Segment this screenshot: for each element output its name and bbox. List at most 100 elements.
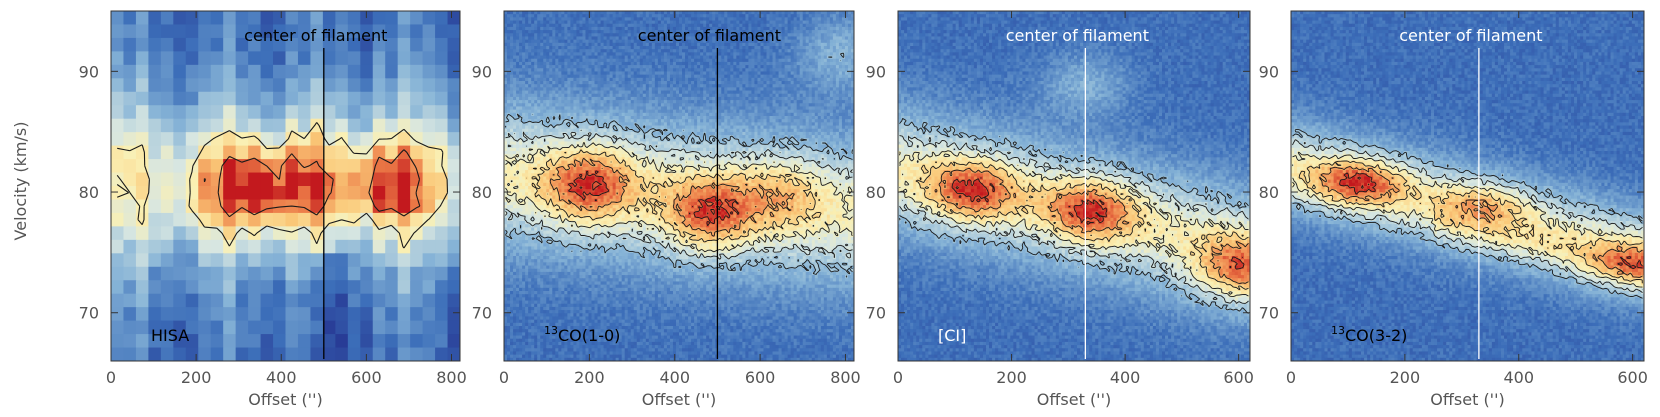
map-cell [528,103,532,108]
map-cell [778,122,783,127]
map-cell [310,186,324,201]
map-cell [606,93,611,98]
map-cell [558,11,562,15]
map-cell [823,20,828,25]
map-cell [663,71,668,76]
map-cell [576,30,581,34]
map-cell [793,93,798,98]
map-cell [817,96,822,101]
map-cell [543,26,547,31]
map-cell [546,71,550,76]
map-cell [669,93,674,98]
map-cell [763,11,768,15]
map-cell [410,226,424,241]
map-cell [721,52,725,57]
map-cell [525,42,529,47]
map-cell [567,39,571,44]
map-cell [799,71,804,76]
map-cell [594,96,599,101]
map-cell [522,112,526,117]
map-cell [733,112,737,117]
map-cell [688,93,692,98]
map-cell [522,39,526,44]
map-cell [736,93,740,98]
map-cell [799,46,804,50]
map-cell [826,84,831,88]
map-cell [335,145,349,160]
map-cell [703,109,707,114]
map-cell [148,105,162,120]
map-cell [297,118,312,133]
map-cell [775,106,780,111]
map-cell [564,68,568,73]
map-cell [766,100,771,104]
map-cell [603,87,608,92]
map-cell [763,77,768,82]
map-cell [736,36,740,41]
map-cell [573,96,578,101]
map-cell [663,119,668,123]
map-cell [757,68,762,73]
map-cell [799,112,804,117]
map-cell [772,122,777,127]
map-cell [567,49,571,53]
map-cell [435,293,449,308]
map-cell [769,20,774,25]
map-cell [769,68,774,73]
map-cell [519,14,523,18]
map-cell [322,266,336,281]
map-cell [712,36,716,41]
map-cell [148,280,162,295]
map-cell [630,96,635,101]
map-cell [679,14,683,18]
map-cell [808,61,813,66]
map-cell [579,20,584,25]
map-cell [534,103,538,108]
map-cell [669,17,674,22]
map-cell [733,39,737,44]
map-cell [347,118,361,133]
map-cell [808,42,813,47]
map-cell [745,17,749,22]
map-cell [754,68,759,73]
map-cell [799,17,804,22]
map-cell [135,37,149,52]
map-cell [576,119,581,123]
map-cell [555,42,559,47]
map-cell [636,26,641,31]
map-cell [742,26,746,31]
map-cell [730,55,734,60]
map-cell [796,71,801,76]
map-cell [669,20,674,25]
map-cell [793,36,798,41]
map-cell [672,55,677,60]
map-cell [585,112,590,117]
map-cell [730,30,734,34]
map-cell [724,100,728,104]
x-axis-title: Offset ('') [248,390,322,409]
map-cell [754,17,759,22]
map-cell [516,20,520,25]
map-cell [709,103,713,108]
map-cell [573,119,578,123]
map-cell [799,49,804,53]
map-cell [636,71,641,76]
map-cell [751,46,756,50]
map-cell [739,112,743,117]
map-cell [422,280,436,295]
map-cell [675,112,680,117]
map-cell [651,36,656,41]
map-cell [778,93,783,98]
y-axis-title: Velocity (km/s) [11,122,30,241]
map-cell [531,84,535,88]
map-cell [573,49,578,53]
map-cell [675,26,680,31]
map-cell [832,100,837,104]
map-cell [814,30,819,34]
map-cell [148,239,162,254]
map-cell [540,68,544,73]
map-cell [582,96,587,101]
map-cell [709,49,713,53]
map-cell [627,46,632,50]
map-cell [519,49,523,53]
